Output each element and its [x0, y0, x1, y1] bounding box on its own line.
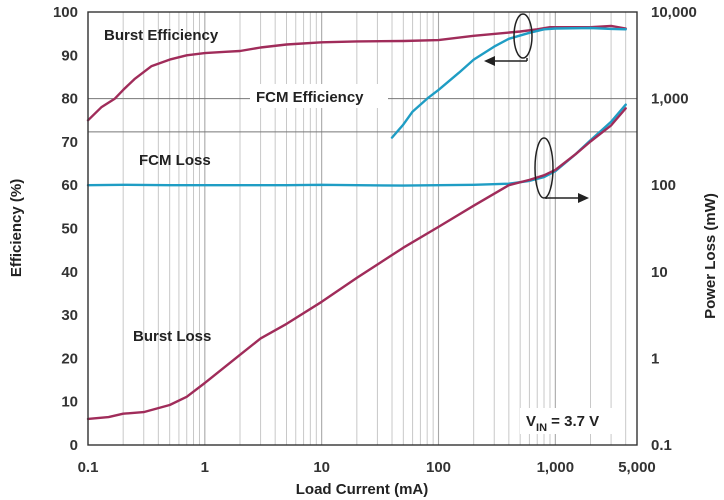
- y-right-tick-label: 10,000: [651, 4, 697, 21]
- x-tick-label: 1,000: [537, 459, 575, 476]
- grid-layer: [87, 12, 638, 445]
- burst-efficiency-line: [86, 24, 627, 122]
- y-left-tick-label: 80: [61, 91, 78, 108]
- plot-frame: [87, 11, 638, 446]
- y-left-tick-label: 70: [61, 134, 78, 151]
- fcm-loss-label: FCM Loss: [139, 152, 211, 169]
- efficiency-axis-ellipse: [513, 13, 533, 59]
- burst-efficiency-label: Burst Efficiency: [104, 27, 219, 44]
- y-right-tick-label: 1,000: [651, 91, 689, 108]
- arrow-right-icon: [578, 193, 589, 203]
- y-right-tick-label: 1: [651, 350, 659, 367]
- fcm-efficiency-label-bg: [250, 84, 388, 108]
- vin-label-bg: [520, 408, 616, 434]
- y-left-tick-label: 50: [61, 221, 78, 238]
- x-tick-label: 10: [313, 459, 330, 476]
- y-left-tick-label: 40: [61, 264, 78, 281]
- y-right-tick-label: 0.1: [651, 437, 672, 454]
- y-left-tick-label: 10: [61, 394, 78, 411]
- y-left-tick-label: 20: [61, 350, 78, 367]
- x-tick-label: 5,000: [618, 459, 656, 476]
- series-layer: [86, 24, 627, 421]
- fcm-efficiency-label: FCM Efficiency: [256, 89, 364, 106]
- y-right-axis-title: Power Loss (mW): [702, 193, 719, 319]
- loss-axis-ellipse: [534, 137, 554, 199]
- y-left-tick-label: 100: [53, 4, 78, 21]
- x-axis-title: Load Current (mA): [296, 481, 429, 498]
- x-tick-label: 0.1: [78, 459, 99, 476]
- burst-loss-label: Burst Loss: [133, 328, 211, 345]
- annotations: Burst Efficiency FCM Efficiency FCM Loss…: [104, 13, 616, 434]
- vin-label: VIN = 3.7 V: [526, 413, 599, 434]
- y-left-axis-title: Efficiency (%): [8, 179, 25, 277]
- y-left-tick-label: 30: [61, 307, 78, 324]
- y-left-tick-label: 0: [70, 437, 78, 454]
- y-left-tick-label: 60: [61, 177, 78, 194]
- x-tick-label: 100: [426, 459, 451, 476]
- x-tick-label: 1: [201, 459, 209, 476]
- arrow-left-icon: [484, 56, 495, 66]
- y-left-tick-label: 90: [61, 47, 78, 64]
- tick-labels: 0.1 1 10 100 1,000 5,000010203040506070809010…: [53, 4, 697, 476]
- burst-loss-line: [86, 107, 627, 421]
- fcm-efficiency-line: [390, 26, 627, 139]
- y-right-tick-label: 10: [651, 264, 668, 281]
- y-right-tick-label: 100: [651, 177, 676, 194]
